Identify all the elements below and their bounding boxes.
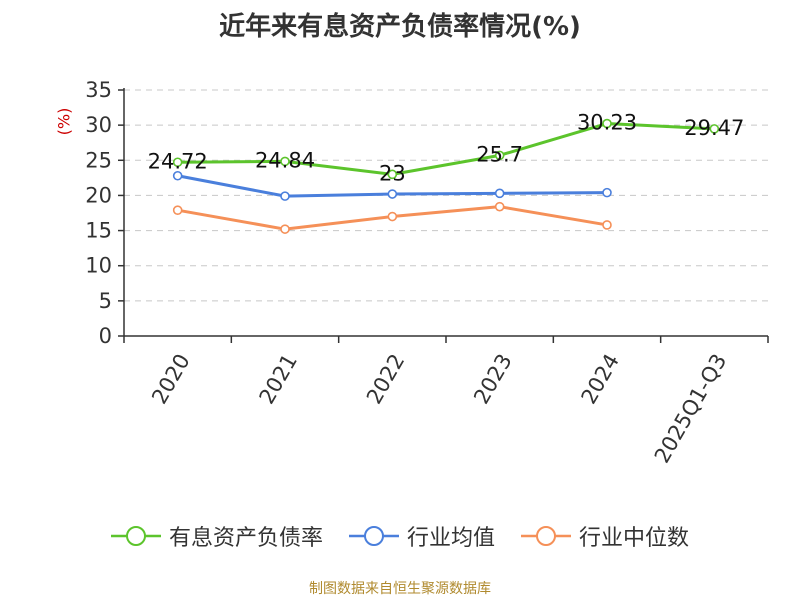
x-tick-label-2022: 2022	[362, 350, 410, 408]
series-2-point-3	[494, 201, 505, 212]
x-tick-label-2023: 2023	[469, 350, 517, 408]
data-label-2: 23	[379, 161, 406, 185]
series-2-point-2	[387, 211, 398, 222]
grid-lines	[124, 89, 768, 302]
y-ticks: 0 5 10 15 20 25 30 35	[85, 78, 124, 348]
series-1-point-4	[602, 187, 612, 198]
series-1-point-1	[280, 191, 290, 201]
y-tick-label-35: 35	[85, 78, 112, 102]
data-label-0: 24.72	[148, 149, 208, 173]
series-2-point-1	[280, 224, 290, 234]
legend-marker-industry-median	[521, 526, 571, 546]
legend-marker-debt-ratio	[110, 526, 161, 546]
x-tick-label-2024: 2024	[577, 350, 625, 408]
series-1-point-3	[494, 188, 505, 199]
x-tick-label-2021: 2021	[255, 350, 303, 408]
y-tick-label-20: 20	[85, 183, 112, 207]
series-1-point-2	[387, 189, 398, 199]
series-1-point-0	[172, 170, 183, 181]
y-tick-label-5: 5	[99, 289, 112, 313]
y-tick-label-0: 0	[99, 324, 112, 348]
legend-label-industry-mean: 行业均值	[406, 526, 495, 551]
series-0-point-1	[280, 156, 290, 167]
legend-label-industry-median: 行业中位数	[579, 526, 690, 551]
series-2-point-0	[172, 205, 183, 215]
series-0-point-5	[709, 124, 720, 134]
legend-label-debt-ratio: 有息资产负债率	[168, 526, 323, 551]
chart-title: 近年来有息资产负债率情况(%)	[219, 12, 581, 42]
x-tick-label-2020: 2020	[147, 350, 195, 408]
y-tick-label-25: 25	[85, 148, 112, 172]
series-group	[172, 118, 720, 234]
data-label-4: 30.23	[577, 111, 637, 135]
source-note: 制图数据来自恒生聚源数据库	[309, 581, 491, 597]
series-0-point-2	[387, 169, 398, 180]
data-label-5: 29.47	[684, 116, 744, 140]
y-tick-label-30: 30	[85, 113, 112, 137]
data-labels: 24.72 24.84 23 25.7 30.23 29.47	[148, 111, 745, 186]
series-line-0	[177, 122, 715, 176]
data-label-1: 24.84	[255, 148, 315, 172]
x-ticks: 2020 2021 2022 2023 2024 2025Q1-Q3	[123, 336, 769, 467]
legend-item-debt-ratio[interactable]: 有息资产负债率	[110, 520, 323, 552]
y-tick-label-10: 10	[85, 254, 112, 278]
legend-item-industry-mean[interactable]: 行业均值	[348, 520, 495, 552]
series-0-point-3	[494, 150, 505, 161]
series-0-point-0	[172, 157, 183, 168]
x-tick-label-2025Q1-Q3: 2025Q1-Q3	[650, 350, 732, 467]
y-tick-label-15: 15	[85, 219, 112, 243]
legend-marker-industry-mean	[348, 526, 399, 546]
data-label-3: 25.7	[476, 142, 523, 166]
legend: 有息资产负债率 行业均值 行业中位数	[0, 520, 800, 552]
series-2-point-4	[602, 220, 612, 230]
series-0-point-4	[602, 118, 612, 129]
legend-item-industry-median[interactable]: 行业中位数	[521, 520, 689, 552]
